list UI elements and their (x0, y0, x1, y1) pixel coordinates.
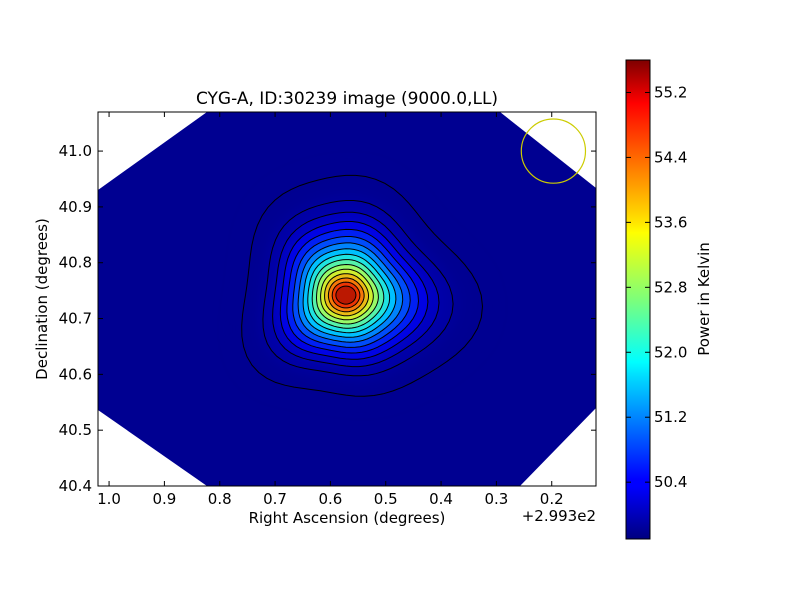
contour-lines (241, 174, 484, 397)
chart-title: CYG-A, ID:30239 image (9000.0,LL) (196, 89, 498, 109)
contour-line (279, 221, 429, 360)
y-tick-label: 40.6 (59, 365, 92, 383)
contour-line (297, 242, 404, 343)
contour-line (292, 236, 411, 348)
x-tick-label: 0.9 (152, 490, 176, 508)
y-tick-label: 41.0 (59, 142, 92, 160)
y-tick-label: 40.8 (59, 254, 92, 272)
x-axis-offset-label: +2.993e2 (522, 507, 596, 525)
x-tick-label: 0.8 (208, 490, 232, 508)
contour-line (286, 228, 420, 354)
colorbar-tick-label: 55.2 (654, 83, 687, 101)
contour-line (272, 211, 440, 368)
colorbar-label: Power in Kelvin (695, 242, 713, 356)
colorbar-tick-label: 53.6 (654, 213, 687, 231)
contour-line (302, 248, 397, 338)
y-tick-label: 40.9 (59, 198, 92, 216)
contour-line (311, 259, 385, 329)
x-tick-label: 0.5 (374, 490, 398, 508)
contour-line (262, 200, 454, 377)
plot-frame (97, 111, 597, 487)
contour-line (327, 277, 365, 313)
colorbar-tick-label: 52.0 (654, 343, 687, 361)
contour-line (241, 174, 484, 397)
x-tick-label: 0.2 (540, 490, 564, 508)
y-tick-label: 40.7 (59, 310, 92, 328)
contour-line (335, 285, 357, 305)
contour-line (324, 273, 369, 317)
x-tick-label: 0.7 (263, 490, 287, 508)
x-tick-label: 0.4 (429, 490, 453, 508)
plot-area (98, 112, 596, 486)
contour-line (331, 281, 361, 309)
contour-line (315, 263, 379, 325)
colorbar-tick-label: 51.2 (654, 408, 687, 426)
x-tick-label: 0.3 (484, 490, 508, 508)
beam-circle (520, 118, 587, 184)
y-tick-label: 40.5 (59, 421, 92, 439)
colorbar-tick-label: 54.4 (654, 148, 687, 166)
x-tick-label: 1.0 (97, 490, 121, 508)
x-tick-label: 0.6 (318, 490, 342, 508)
y-tick-label: 40.4 (59, 477, 92, 495)
colorbar-gradient (625, 59, 651, 540)
colorbar: 50.4 51.2 52.0 52.8 53.6 54.4 55.2 Power in Ke… (625, 59, 713, 540)
colorbar-ticks: 50.4 51.2 52.0 52.8 53.6 54.4 55.2 (626, 83, 687, 491)
contour-line (320, 268, 374, 321)
y-axis-label: Declination (degrees) (33, 218, 51, 380)
colorbar-tick-label: 50.4 (654, 473, 687, 491)
x-axis-label: Right Ascension (degrees) (249, 509, 446, 527)
intensity-map (98, 112, 596, 486)
y-axis: 40.4 40.5 40.6 40.7 40.8 40.9 41.0 (59, 142, 596, 495)
x-axis: 1.0 0.9 0.8 0.7 0.6 0.5 0.4 0.3 0.2 (97, 112, 564, 508)
contour-line (307, 253, 391, 334)
colorbar-tick-label: 52.8 (654, 278, 687, 296)
